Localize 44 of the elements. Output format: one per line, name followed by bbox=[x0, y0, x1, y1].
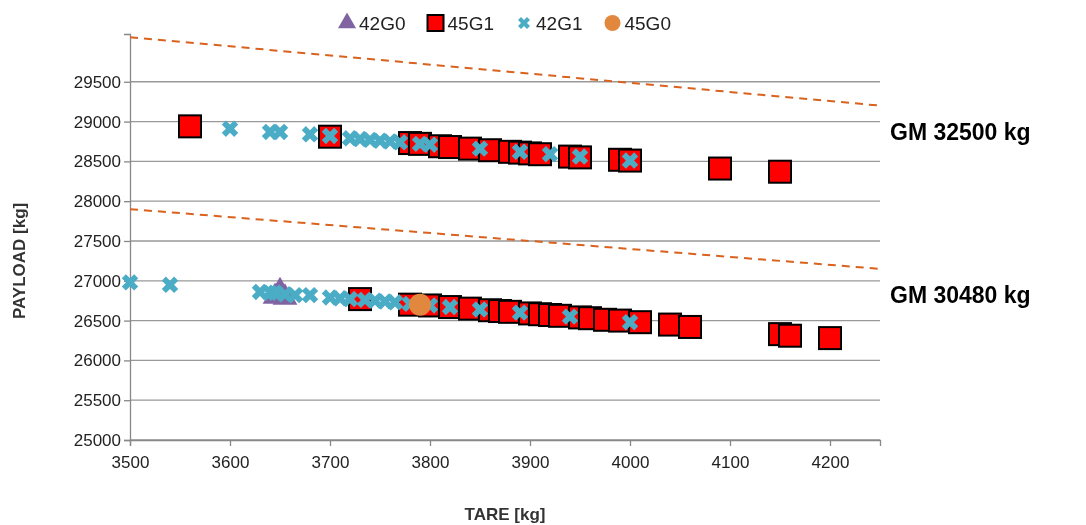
point bbox=[471, 301, 489, 318]
y-tick-label: 29500 bbox=[73, 72, 121, 92]
legend-label: 42G1 bbox=[536, 13, 583, 34]
y-tick-label: 26500 bbox=[73, 311, 121, 331]
annotation: GM 30480 kg bbox=[890, 281, 1031, 308]
x-tick-label: 3900 bbox=[511, 452, 550, 472]
x-tick-label: 4200 bbox=[811, 452, 850, 472]
x-tick-label: 4000 bbox=[611, 452, 650, 472]
point bbox=[541, 145, 559, 163]
y-tick-label: 29000 bbox=[73, 112, 121, 132]
point bbox=[301, 126, 319, 143]
point bbox=[409, 293, 431, 316]
legend-label: 42G0 bbox=[359, 13, 406, 34]
y-tick-label: 25500 bbox=[73, 391, 121, 411]
y-tick-label: 28500 bbox=[73, 152, 121, 172]
y-tick-label: 28000 bbox=[73, 192, 121, 212]
legend-label: 45G0 bbox=[624, 13, 671, 34]
point bbox=[121, 274, 139, 291]
point bbox=[221, 120, 239, 137]
x-tick-label: 3800 bbox=[411, 452, 450, 472]
point bbox=[561, 308, 579, 325]
point bbox=[471, 140, 489, 157]
x-axis-title: TARE [kg] bbox=[464, 505, 546, 524]
point bbox=[778, 323, 802, 348]
point bbox=[178, 114, 202, 139]
y-tick-label: 26000 bbox=[73, 351, 121, 371]
point bbox=[161, 276, 179, 293]
x-tick-label: 3500 bbox=[111, 452, 150, 472]
x-tick-label: 4100 bbox=[711, 452, 750, 472]
point bbox=[768, 159, 792, 184]
x-tick-label: 3600 bbox=[211, 452, 250, 472]
point bbox=[511, 304, 529, 321]
y-tick-label: 27500 bbox=[73, 231, 121, 251]
legend-label: 45G1 bbox=[447, 13, 494, 34]
annotation: GM 32500 kg bbox=[890, 118, 1031, 145]
y-tick-label: 25000 bbox=[73, 430, 121, 450]
point bbox=[678, 314, 702, 339]
x-tick-label: 3700 bbox=[311, 452, 350, 472]
point bbox=[818, 326, 842, 351]
y-axis-title: PAYLOAD [kg] bbox=[10, 202, 29, 319]
point bbox=[301, 286, 319, 304]
y-tick-label: 27000 bbox=[73, 271, 121, 291]
point bbox=[708, 156, 732, 181]
point bbox=[621, 313, 639, 331]
